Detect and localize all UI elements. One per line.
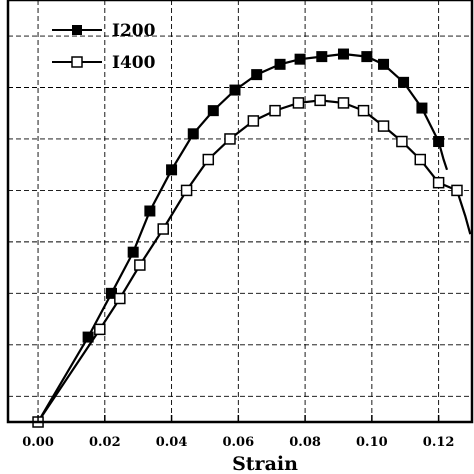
- series-line-i400: [37, 99, 472, 423]
- data-point-i400-2: [114, 292, 126, 305]
- grid: [8, 0, 472, 422]
- data-point-i200-17: [416, 102, 428, 114]
- data-point-i200-12: [316, 51, 328, 63]
- legend-marker-i400: [71, 56, 83, 68]
- data-point-i400-13: [357, 104, 370, 117]
- data-point-i200-9: [251, 69, 263, 81]
- legend-label-i400: I400: [112, 53, 156, 73]
- legend-label-i200: I200: [112, 21, 156, 41]
- data-point-i200-13: [337, 48, 349, 60]
- data-point-i400-11: [314, 94, 326, 107]
- data-point-i200-18: [433, 136, 445, 148]
- data-point-i200-4: [144, 205, 156, 217]
- data-point-i400-8: [247, 115, 260, 127]
- data-point-i200-3: [127, 246, 139, 258]
- data-point-i400-14: [377, 120, 390, 132]
- data-point-i200-14: [361, 51, 373, 63]
- data-point-i200-10: [274, 58, 286, 70]
- data-point-i400-3: [134, 259, 146, 271]
- x-tick-label-6: 0.12: [423, 435, 455, 450]
- data-point-i400-4: [157, 223, 169, 235]
- data-point-i400-6: [202, 153, 215, 166]
- data-point-i400-9: [269, 104, 281, 117]
- legend: I200 I400: [52, 21, 156, 73]
- data-point-i200-11: [294, 53, 306, 65]
- data-point-i400-16: [414, 153, 427, 166]
- data-point-i400-17: [432, 176, 445, 189]
- data-point-i200-15: [378, 58, 390, 70]
- x-tick-label-3: 0.06: [222, 435, 254, 450]
- data-point-i200-1: [82, 331, 94, 343]
- x-tick-label-5: 0.10: [356, 435, 388, 450]
- x-tick-label-4: 0.08: [289, 435, 321, 450]
- data-point-i400-5: [180, 184, 193, 197]
- data-point-i200-7: [207, 105, 219, 117]
- data-point-i400-7: [224, 133, 236, 145]
- data-point-i200-6: [187, 128, 199, 140]
- data-point-i200-5: [166, 164, 178, 176]
- data-point-i400-15: [396, 135, 408, 148]
- x-tick-label-0: 0.00: [22, 435, 54, 450]
- x-axis-title: Strain: [232, 453, 298, 474]
- x-axis-ticks: 0.00 0.02 0.04 0.06 0.08 0.10 0.12: [22, 415, 454, 450]
- data-point-i200-16: [398, 76, 410, 88]
- plot-frame: [6, 0, 474, 424]
- x-tick-label-1: 0.02: [89, 435, 121, 450]
- series-layer: [32, 48, 472, 428]
- data-point-i400-18: [451, 184, 463, 197]
- x-tick-label-2: 0.04: [156, 435, 188, 450]
- data-point-i400-10: [292, 97, 305, 109]
- data-point-i400-1: [94, 323, 106, 336]
- data-point-i200-8: [229, 84, 241, 96]
- data-point-i400-12: [337, 97, 350, 109]
- legend-marker-i200: [72, 25, 82, 35]
- series-line-i200: [37, 52, 449, 423]
